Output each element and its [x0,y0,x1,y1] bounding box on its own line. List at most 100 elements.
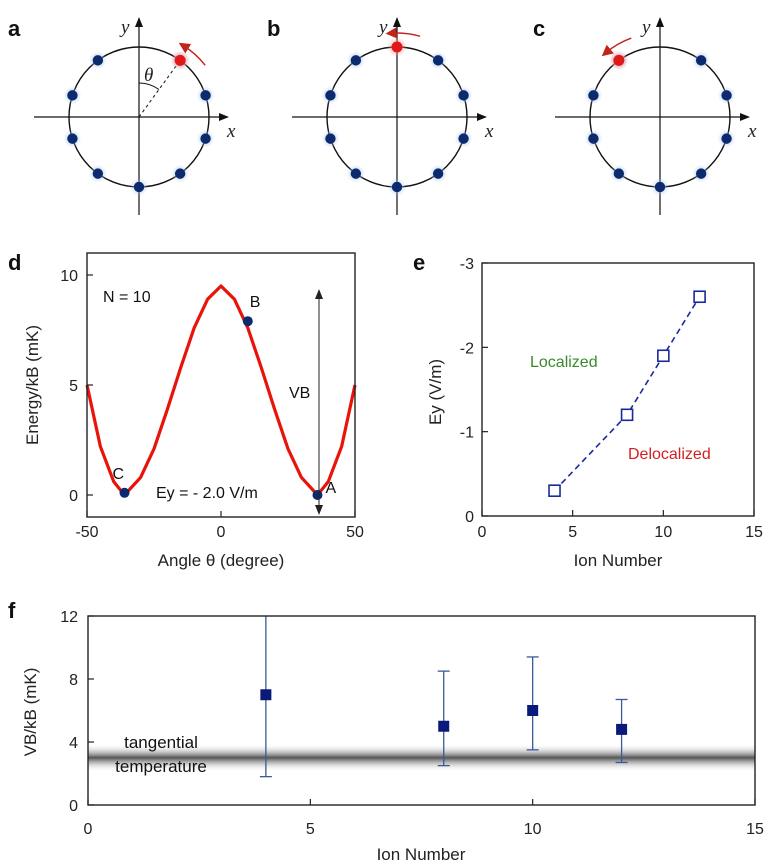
ion [695,55,707,66]
y-axis-arrowhead [135,17,143,27]
barrier-label: VB [289,385,310,402]
energy-point-b [242,316,253,327]
ion [695,168,707,179]
ion [654,181,666,193]
ion [721,90,732,101]
y-tick-label: -2 [460,340,474,357]
x-axis-arrowhead [219,113,229,121]
barrier-ticks: 0 5 10 15 0 4 8 12 [60,609,764,838]
ion [458,90,469,101]
barrier-series-layer [259,616,628,778]
y-tick-label: 10 [60,268,78,285]
barrier-marker [438,720,450,732]
ion [588,90,599,101]
energy-point-label-c: C [113,466,125,483]
ring-panel-b: xy [292,17,494,215]
panel-label-d: d [8,250,21,275]
field-y-label: Ey (V/m) [426,359,445,425]
x-axis-label: x [747,121,757,142]
rotation-arrow [385,27,421,39]
y-axis-label: y [119,17,130,38]
ion [92,55,104,66]
ion [350,168,362,179]
ion [133,181,145,193]
energy-point-c [119,487,130,498]
theta-arc [138,82,160,90]
barrier-chart: 0 5 10 15 0 4 8 12 tangential temperature Ion N… [21,609,764,864]
energy-point-label-b: B [250,294,261,311]
x-axis-label: x [226,121,236,142]
energy-point-a [312,490,323,500]
energy-line [85,284,357,497]
energy-points-layer: A B C [113,294,336,500]
field-chart: 0 5 10 15 0 -1 -2 -3 Localized Delocalized Ion … [426,256,763,570]
barrier-marker [616,723,628,735]
band-label-line1: tangential [124,733,198,752]
x-tick-label: 0 [84,821,93,838]
ion [67,90,78,101]
x-tick-label: 15 [745,524,763,541]
panel-label-b: b [267,16,280,41]
y-tick-label: 0 [69,798,78,815]
x-tick-label: 10 [654,524,672,541]
y-tick-label: -1 [460,425,474,442]
ion [67,133,78,144]
ring-panel-c: xy [555,17,757,215]
highlight-ion [391,41,403,53]
panel-label-a: a [8,16,21,41]
tangential-temperature-band [88,743,755,772]
field-x-label: Ion Number [574,551,663,570]
field-boundary-line [553,296,701,492]
y-axis-label: y [377,17,388,38]
x-axis-arrowhead [740,113,750,121]
ion [350,55,362,66]
energy-ticks: -50 0 50 0 5 10 [60,268,364,541]
ion [200,90,211,101]
x-tick-label: 5 [306,821,315,838]
energy-point-label-a: A [325,480,336,497]
y-axis-arrowhead [656,17,664,27]
ion [721,133,732,144]
barrier-marker [527,705,539,716]
y-tick-label: 0 [69,488,78,505]
field-marker [657,349,670,363]
x-tick-label: -50 [75,524,98,541]
field-label: Ey = - 2.0 V/m [156,485,258,502]
field-marker [548,484,561,498]
barrier-plot-frame [87,615,756,806]
ion [325,90,336,101]
y-tick-label: 5 [69,378,78,395]
ion [432,168,444,179]
field-marker [693,290,706,304]
field-series-layer [548,290,706,498]
ion [432,55,444,66]
localized-label: Localized [530,354,598,371]
field-ticks: 0 5 10 15 0 -1 -2 -3 [460,256,763,541]
ion [200,133,211,144]
x-tick-label: 0 [478,524,487,541]
theta-label: θ [144,65,153,86]
ion [458,133,469,144]
ion [92,168,104,179]
y-axis-arrowhead [393,17,401,27]
barrier-x-label: Ion Number [377,845,466,864]
ion [391,181,403,193]
ion [588,133,599,144]
energy-x-label: Angle θ (degree) [158,551,285,570]
x-axis-arrowhead [477,113,487,121]
x-axis-label: x [484,121,494,142]
panel-label-e: e [413,250,425,275]
ring-panel-a: x y θ [34,17,236,215]
delocalized-label: Delocalized [628,446,711,463]
panel-label-c: c [533,16,545,41]
y-tick-label: 8 [69,672,78,689]
field-marker [620,408,634,422]
ion [174,168,186,179]
panel-label-f: f [8,598,16,623]
x-tick-label: 50 [346,524,364,541]
ion [613,168,625,179]
y-tick-label: 0 [465,509,474,526]
x-tick-label: 10 [524,821,542,838]
